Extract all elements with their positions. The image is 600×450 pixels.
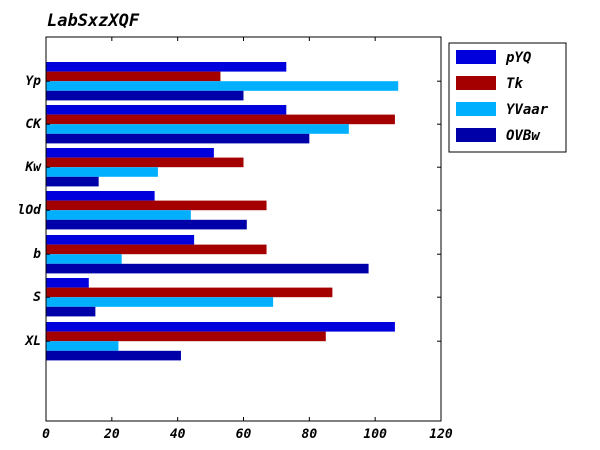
- legend-label-OVBw: OVBw: [506, 128, 541, 144]
- bars-layer: [46, 62, 399, 361]
- bar-YVaar-lOd: [46, 210, 191, 220]
- bar-OVBw-CK: [46, 133, 310, 144]
- bar-Tk-b: [46, 244, 267, 255]
- bar-Tk-XL: [46, 331, 326, 342]
- bar-Tk-S: [46, 287, 333, 298]
- legend-swatch-Tk: [456, 76, 496, 90]
- bar-Tk-Yp: [46, 71, 221, 82]
- bar-OVBw-S: [46, 306, 96, 317]
- bar-YVaar-Kw: [46, 167, 158, 177]
- bar-Tk-Kw: [46, 157, 244, 168]
- bar-YVaar-Yp: [46, 81, 399, 91]
- ticks-layer: 0 20 40 60 80 100 120 Yp CK Kw lOd b S XL: [18, 37, 453, 442]
- bar-OVBw-b: [46, 263, 369, 274]
- y-tick-label: lOd: [18, 203, 43, 218]
- bar-Tk-lOd: [46, 200, 267, 211]
- bar-OVBw-Kw: [46, 176, 99, 187]
- x-tick-label: 80: [302, 427, 318, 442]
- chart-title: LabSxzXQF: [47, 11, 140, 31]
- bar-YVaar-S: [46, 297, 274, 307]
- bar-OVBw-Yp: [46, 90, 244, 101]
- legend-swatch-YVaar: [456, 102, 496, 116]
- legend-label-pYQ: pYQ: [505, 50, 531, 66]
- bar-pYQ-Kw: [46, 148, 214, 158]
- bar-pYQ-XL: [46, 322, 395, 332]
- legend: pYQ Tk YVaar OVBw: [448, 42, 567, 153]
- y-tick-label: S: [33, 290, 41, 305]
- y-tick-label: Kw: [24, 160, 42, 175]
- bar-pYQ-lOd: [46, 191, 155, 201]
- x-tick-label: 40: [170, 427, 186, 442]
- bar-pYQ-Yp: [46, 62, 287, 72]
- bar-pYQ-b: [46, 235, 195, 245]
- y-tick-label: b: [33, 247, 41, 262]
- bar-YVaar-CK: [46, 124, 349, 134]
- bar-pYQ-S: [46, 278, 89, 288]
- legend-label-YVaar: YVaar: [506, 102, 549, 118]
- legend-swatch-pYQ: [456, 50, 496, 64]
- legend-label-Tk: Tk: [506, 76, 523, 92]
- y-tick-label: XL: [24, 334, 41, 349]
- y-tick-label: Yp: [25, 74, 41, 89]
- y-tick-label: CK: [25, 117, 42, 132]
- bar-YVaar-b: [46, 254, 122, 264]
- legend-swatch-OVBw: [456, 128, 496, 142]
- bar-Tk-CK: [46, 114, 395, 125]
- bar-pYQ-CK: [46, 105, 287, 115]
- bar-OVBw-XL: [46, 350, 181, 361]
- bar-OVBw-lOd: [46, 219, 247, 230]
- x-tick-label: 0: [42, 427, 50, 442]
- x-tick-label: 120: [429, 427, 453, 442]
- x-tick-label: 60: [236, 427, 252, 442]
- x-tick-label: 100: [363, 427, 387, 442]
- x-tick-label: 20: [103, 427, 120, 442]
- bar-YVaar-XL: [46, 341, 119, 351]
